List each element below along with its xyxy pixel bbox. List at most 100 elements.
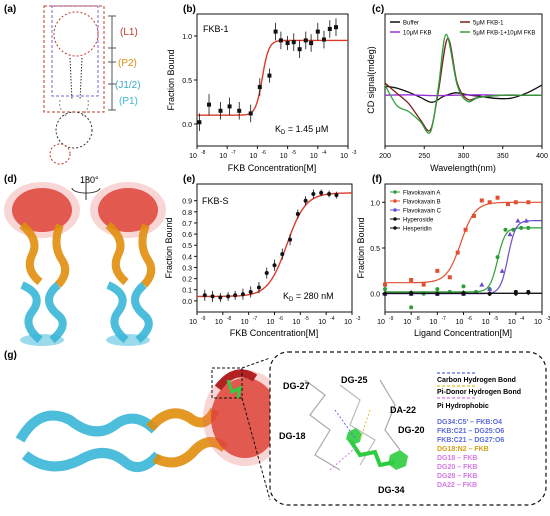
plot-b-xtick-exp: -8	[201, 150, 206, 156]
plot-c-legend-label: Buffer	[403, 21, 419, 27]
plot-f-xtick-exp: -9	[389, 316, 394, 322]
plot-f-point	[435, 268, 440, 273]
ligand-fkb	[348, 438, 396, 468]
panel-a-letter: (a)	[4, 4, 16, 15]
plot-e-point	[226, 294, 231, 299]
label-p1: (P1)	[119, 96, 138, 107]
panel-c: (c) 200 250 300 350 400 Buffer 10μM FKB 5μM FK…	[366, 4, 548, 173]
plot-c-ylabel: CD signal(mdeg)	[366, 46, 376, 114]
plot-e-xtick-label: 10	[292, 319, 300, 326]
plot-e-xtick-exp: -7	[253, 316, 258, 322]
plot-e-xtick-exp: -8	[227, 316, 232, 322]
interaction-list: DG34:C5' – FKB:O4 FKB:C21 – DG25:O6 FKB:…	[437, 419, 504, 489]
residue-da22: DA-22	[390, 405, 416, 415]
molecule-left	[4, 182, 80, 346]
plot-e-xtick-exp: -5	[304, 316, 309, 322]
legend-pi-hydrophobic: Pi Hydrophobic	[437, 403, 489, 410]
plot-b-title: FKB-1	[203, 24, 229, 34]
plot-b-xtick-exp: -3	[352, 150, 357, 156]
plot-b-point	[218, 108, 223, 113]
plot-b-point	[207, 102, 212, 107]
label-p2: (P2)	[118, 58, 137, 69]
plot-f-point	[525, 290, 531, 296]
loop-bottom	[49, 143, 71, 165]
plot-f-point	[513, 291, 519, 297]
plot-b-point	[297, 47, 302, 52]
plot-c-xtick-label: 400	[536, 153, 548, 160]
plot-e-point	[295, 212, 300, 217]
panel-a: (a) (L1) (P2) (J1/2) (P1)	[4, 4, 141, 165]
label-l1: (L1)	[120, 27, 138, 38]
plot-e-title: FKB-S	[202, 196, 229, 206]
panel-f: (f) 10 -9 10 -8 10 -7 10 -6 10 -5 10 -4 10 -3 0.0 0.5 1.…	[356, 174, 550, 338]
plot-b-ytick-label: 0.0	[182, 122, 192, 129]
panel-b: (b) 10 -8 10 -7 10 -6 10 -5 10 -4 10 -30.00.51.0 FK…	[166, 4, 357, 173]
plot-f-legend-marker	[393, 217, 397, 221]
panel-b-letter: (b)	[183, 4, 196, 15]
plot-b-xtick-label: 10	[219, 153, 227, 160]
residue-dg25: DG-25	[341, 375, 368, 385]
plot-f-point	[409, 305, 414, 310]
plot-c-legend: Buffer 10μM FKB 5μM FKB-1 5μM FKB-1+10μM FK…	[390, 21, 535, 37]
panel-g: (g) DG-27 DG-25	[4, 350, 547, 506]
plot-e-xtick-label: 10	[267, 319, 275, 326]
interaction-3: DG18:N2 – FKB	[437, 446, 489, 453]
plot-f-xtick-label: 10	[403, 319, 411, 326]
plot-e-point	[264, 271, 269, 276]
plot-e-xtick-label: 10	[241, 319, 249, 326]
plot-b-point	[197, 120, 202, 125]
plot-e-ylabel: Fraction Bound	[164, 217, 174, 278]
plot-f-point	[513, 200, 518, 205]
plot-f-xtick-exp: -6	[468, 316, 473, 322]
plot-f-legend-label: Flavokavain C	[403, 209, 442, 215]
plot-f-point	[435, 287, 440, 292]
plot-f-legend-label: Flavokavain B	[403, 200, 441, 206]
plot-f-point	[471, 214, 476, 218]
plot-c-xtick-label: 350	[497, 153, 509, 160]
plot-f-legend-label: Hesperidin	[403, 227, 432, 233]
plot-b-xtick-label: 10	[310, 153, 318, 160]
interaction-5: DG20 – FKB	[437, 464, 477, 471]
plot-e-point	[210, 294, 215, 299]
plot-b-point	[227, 104, 232, 109]
plot-f-legend-marker	[393, 190, 397, 194]
loop-l1	[53, 11, 99, 57]
plot-c: 200 250 300 350 400	[379, 33, 548, 160]
plot-f-point	[495, 195, 500, 200]
plot-f-point	[383, 282, 387, 287]
plot-e-xtick-label: 10	[189, 319, 197, 326]
plot-e-point	[311, 192, 316, 197]
label-j12: (J1/2)	[115, 80, 141, 91]
binding-site	[304, 379, 408, 471]
plot-c-xlabel: Wavelength(nm)	[430, 163, 496, 173]
interaction-7: DA22 – FKB	[437, 482, 477, 489]
plot-b-point	[321, 37, 326, 42]
plot-e-ytick-label: 0.0	[182, 299, 192, 306]
plot-f-point	[526, 200, 531, 205]
plot-b-xtick-label: 10	[280, 153, 288, 160]
plot-b-xtick-exp: -7	[231, 150, 236, 156]
plot-f-xtick-label: 10	[508, 319, 516, 326]
plot-e-xtick-label: 10	[344, 319, 352, 326]
plot-b-point	[285, 41, 290, 46]
plot-f-point	[505, 202, 510, 207]
plot-f-xlabel: Ligand Concentration[M]	[414, 328, 512, 338]
plot-f-point	[487, 200, 492, 205]
complex-structure	[15, 357, 287, 501]
plot-e-point	[202, 293, 207, 298]
plot-b-xlabel: FKB Concentration[M]	[228, 163, 317, 173]
plot-b-point	[333, 25, 338, 30]
plot-e-point	[233, 293, 238, 298]
plot-b-xtick-exp: -5	[292, 150, 297, 156]
plot-c-series-2	[384, 37, 542, 132]
plot-e: 10 -9 10 -8 10 -7 10 -6 10 -5 10 -4 10 -3 0.0 0.1 0.2 0.3…	[182, 189, 361, 326]
plot-f-point	[495, 255, 500, 260]
plot-c-legend-label: 5μM FKB-1+10μM FKB	[473, 31, 535, 37]
plot-e-ytick-label: 0.9	[182, 199, 192, 206]
plot-e-point	[334, 193, 339, 198]
plot-e-ytick-label: 0.3	[182, 265, 192, 272]
plot-c-legend-label: 5μM FKB-1	[473, 21, 504, 27]
plot-f-ytick-label: 1.0	[370, 200, 380, 207]
plot-f: 10 -9 10 -8 10 -7 10 -6 10 -5 10 -4 10 -3 0.0 0.5 1.0	[370, 195, 550, 326]
plot-f-point	[523, 218, 529, 223]
